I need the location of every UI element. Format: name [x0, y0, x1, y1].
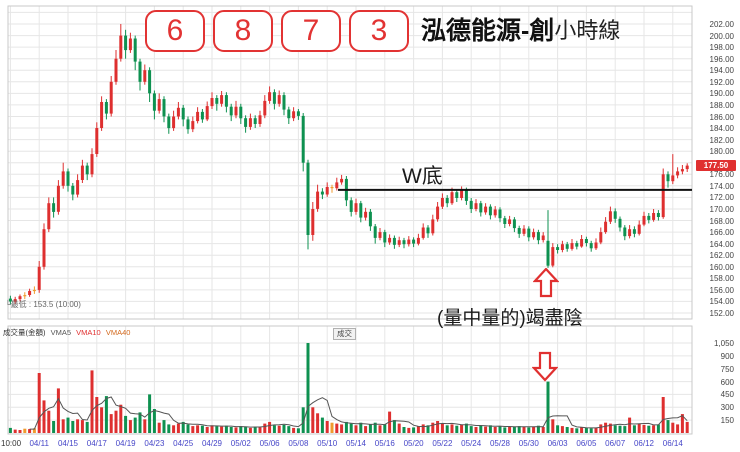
- price-axis-label: 202.00: [709, 20, 734, 29]
- price-axis-label: 188.00: [709, 100, 734, 110]
- time-axis-label: 10:00: [1, 439, 22, 448]
- vma40-label: VMA40: [105, 328, 131, 337]
- time-axis-label: 06/12: [633, 439, 655, 448]
- price-axis-label: 156.00: [709, 285, 734, 295]
- volume-axis-label: 300: [720, 403, 734, 413]
- volume-axis-label: 900: [720, 351, 734, 361]
- time-axis-label: 06/14: [662, 439, 683, 448]
- price-axis-label: 176.00: [709, 170, 734, 180]
- time-axis-label: 05/02: [230, 439, 251, 448]
- time-axis-label: 05/08: [288, 439, 309, 448]
- price-axis-label: 186.00: [709, 112, 734, 122]
- time-axis-label: 05/24: [461, 439, 482, 448]
- timeframe-label: 小時線: [554, 18, 621, 43]
- time-axis-label: 04/17: [86, 439, 107, 448]
- volume-axis-label: 1,050: [713, 339, 734, 348]
- price-axis-label: 172.00: [709, 193, 734, 203]
- time-axis-label: 05/22: [432, 439, 453, 448]
- price-axis-label: 192.00: [709, 77, 734, 87]
- stock-code-digit-3: 7: [281, 10, 341, 52]
- lowest-price-label: └最低 : 153.5 (10:00): [5, 300, 81, 309]
- time-axis-label: 04/11: [29, 439, 49, 448]
- price-axis-label: 196.00: [709, 54, 734, 64]
- price-pane-border: [7, 5, 693, 320]
- volume-title: 成交量(金額): [3, 328, 46, 337]
- current-price-tag: 177.50: [696, 160, 736, 172]
- time-axis-label: 05/16: [374, 439, 395, 448]
- time-axis-label: 05/10: [317, 439, 338, 448]
- price-axis-label: 194.00: [709, 66, 734, 76]
- price-axis-label: 198.00: [709, 43, 734, 53]
- time-axis-label: 05/28: [489, 439, 511, 448]
- price-axis-label: 162.00: [709, 251, 734, 261]
- stock-code-digit-4: 3: [349, 10, 409, 52]
- vma5-label: VMA5: [50, 328, 72, 337]
- price-axis-label: 180.00: [709, 147, 734, 157]
- volume-pane-header: 成交量(金額) VMA5 VMA10 VMA40: [3, 327, 130, 338]
- time-axis-label: 04/23: [144, 439, 165, 448]
- vma10-label: VMA10: [76, 328, 101, 337]
- time-axis-label: 04/19: [115, 439, 136, 448]
- time-axis-label: 06/03: [547, 439, 568, 448]
- volume-ma-line: [29, 396, 688, 430]
- candlestick-series: [8, 24, 689, 305]
- volume-axis-label: 450: [720, 390, 734, 400]
- time-axis-label: 06/07: [605, 439, 626, 448]
- volume-pane-border: [7, 325, 693, 435]
- stock-name: 泓德能源-創: [421, 17, 555, 45]
- price-axis-label: 168.00: [709, 216, 734, 226]
- price-axis-label: 200.00: [709, 31, 734, 41]
- time-axis-label: 05/14: [345, 439, 367, 448]
- stock-code-digit-1: 6: [145, 10, 205, 52]
- price-axis-label: 182.00: [709, 135, 734, 145]
- volume-axis-label: 600: [720, 377, 734, 387]
- exhaustion-volume-annotation: (量中量的)竭盡陰: [437, 308, 583, 329]
- down-arrow-icon: [532, 351, 558, 382]
- stock-title: 6 8 7 3 泓德能源-創 小時線: [145, 10, 620, 52]
- price-axis-label: 152.00: [709, 309, 734, 318]
- time-axis-label: 04/15: [57, 439, 79, 448]
- price-axis-label: 184.00: [709, 124, 734, 133]
- time-axis-label: 04/29: [201, 439, 223, 448]
- price-axis-label: 160.00: [709, 262, 734, 272]
- time-axis-label: 05/06: [259, 439, 280, 448]
- price-axis-label: 174.00: [709, 181, 734, 191]
- volume-crosshair-tooltip: 成交: [333, 328, 356, 340]
- time-axis-label: 04/25: [173, 439, 194, 448]
- stock-code-digit-2: 8: [213, 10, 273, 52]
- time-axis-label: 05/30: [518, 439, 539, 448]
- up-arrow-icon: [533, 268, 559, 298]
- time-axis-label: 05/20: [403, 439, 424, 448]
- price-axis-label: 164.00: [709, 239, 734, 249]
- price-axis-label: 154.00: [709, 297, 734, 307]
- time-axis-label: 06/05: [576, 439, 597, 448]
- price-axis-label: 170.00: [709, 205, 734, 214]
- price-axis-label: 166.00: [709, 228, 734, 238]
- w-bottom-annotation: W底: [402, 165, 443, 188]
- price-axis-label: 190.00: [709, 89, 734, 99]
- price-axis-label: 158.00: [709, 274, 734, 284]
- volume-bars: [8, 343, 689, 433]
- volume-axis-label: 150: [720, 416, 734, 426]
- volume-axis-label: 750: [720, 364, 734, 374]
